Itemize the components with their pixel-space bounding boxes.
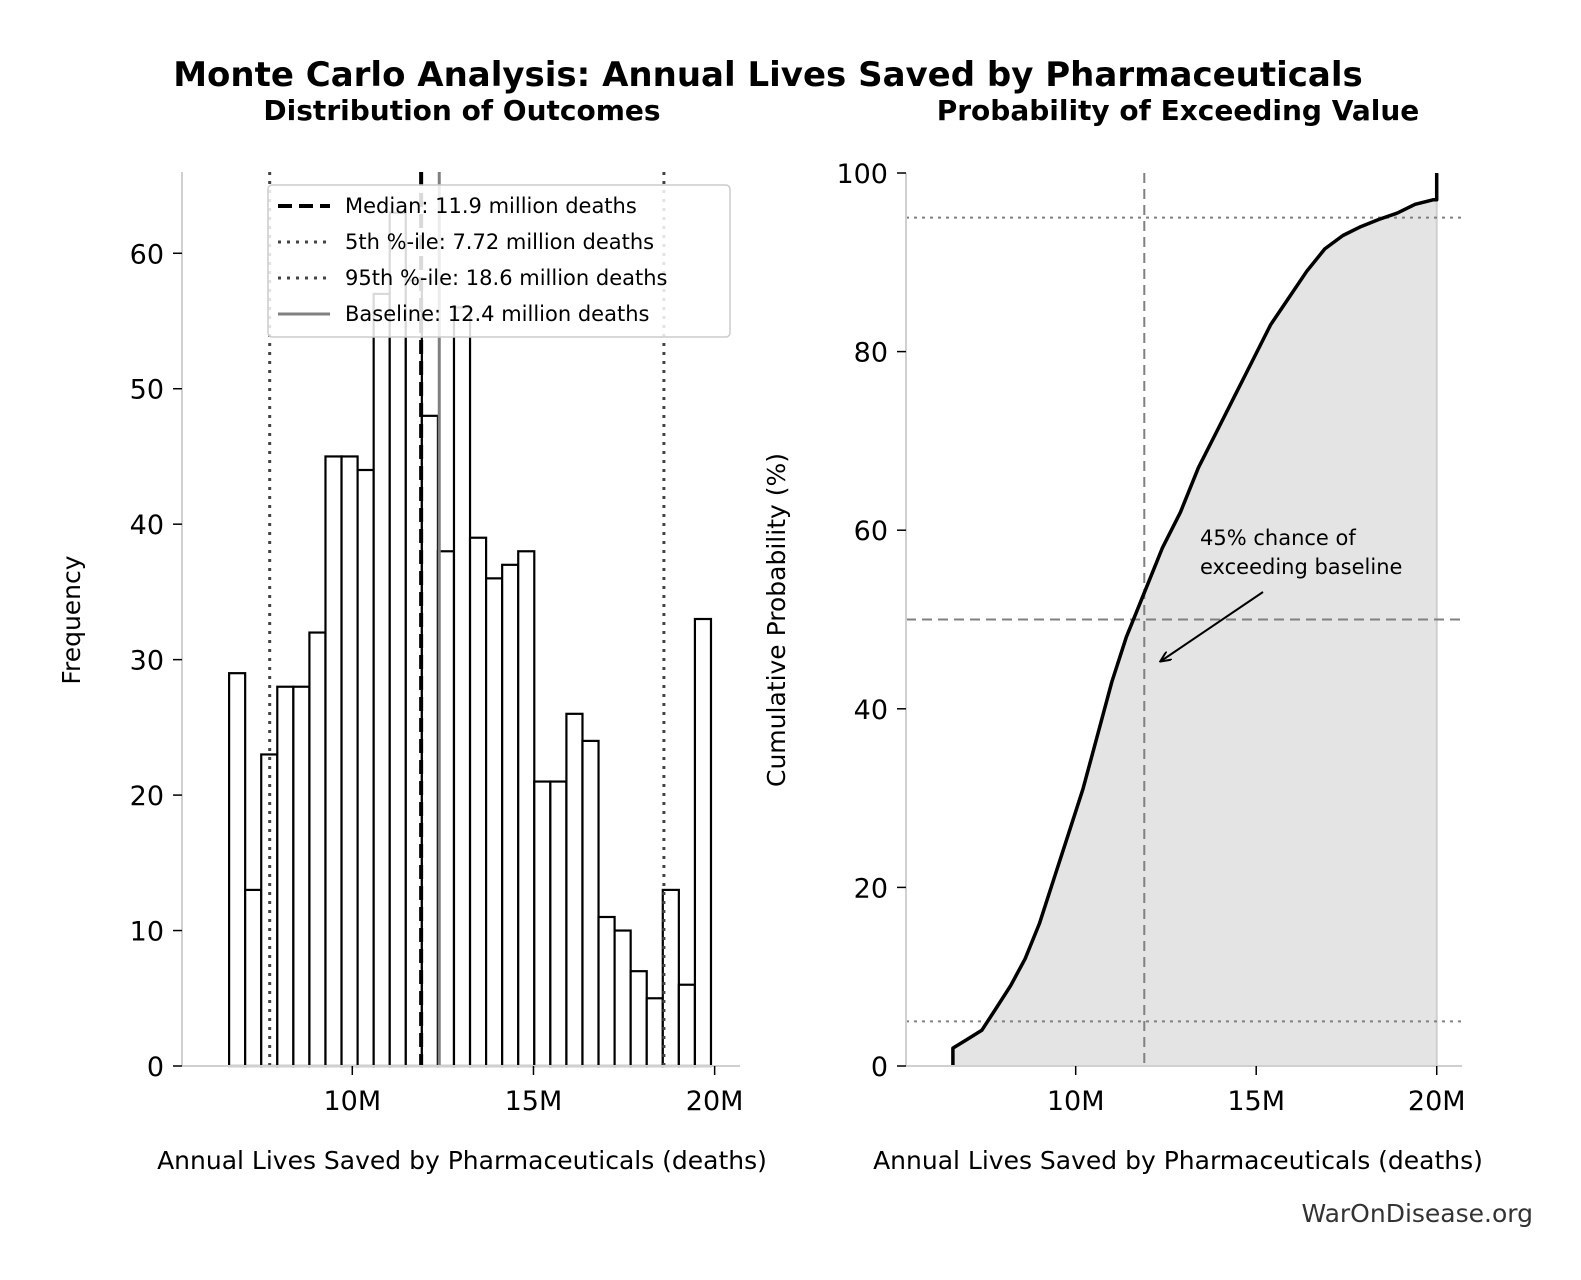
histogram-bar	[677, 983, 697, 1068]
annotation-line-2: exceeding baseline	[1200, 555, 1402, 579]
exceedance-y-tick-label: 60	[854, 516, 888, 547]
histogram-bar	[324, 455, 343, 1068]
histogram-bar	[228, 672, 247, 1068]
histogram-bar	[244, 888, 263, 1068]
histogram-bar	[613, 929, 632, 1068]
figure-title: Monte Carlo Analysis: Annual Lives Saved…	[173, 55, 1363, 95]
exceedance-y-tick-label: 0	[871, 1052, 888, 1083]
histogram-x-axis-label: Annual Lives Saved by Pharmaceuticals (d…	[157, 1146, 767, 1175]
histogram-bar	[452, 306, 472, 1068]
histogram-title: Distribution of Outcomes	[263, 94, 660, 127]
histogram-bar	[581, 739, 600, 1068]
histogram-bars	[228, 211, 713, 1068]
histogram-bar	[501, 563, 520, 1068]
histogram-panel: Distribution of Outcomes 0 10 20 30 40 50 60 10…	[57, 94, 767, 1175]
legend-p95-label: 95th %-ile: 18.6 million deaths	[345, 266, 667, 290]
legend-baseline-label: Baseline: 12.4 million deaths	[345, 302, 649, 326]
exceedance-y-tick-label: 40	[854, 695, 888, 726]
histogram-bar	[645, 997, 664, 1068]
annotation-arrow	[1161, 591, 1264, 661]
source-credit: WarOnDisease.org	[1301, 1199, 1533, 1228]
exceedance-axes: 0 20 40 60 80 100 10M 15M 20M	[836, 159, 1465, 1117]
histogram-y-axis-label: Frequency	[57, 555, 86, 684]
histogram-bar	[276, 685, 295, 1068]
histogram-y-tick-label: 0	[147, 1052, 164, 1083]
histogram-bar	[693, 617, 713, 1068]
histogram-bar	[533, 780, 552, 1068]
histogram-bar	[517, 550, 536, 1068]
exceedance-y-tick-label: 100	[836, 159, 888, 190]
histogram-bar	[356, 468, 375, 1068]
histogram-bar	[340, 455, 359, 1068]
histogram-y-tick-label: 60	[130, 239, 164, 270]
exceedance-y-tick-label: 20	[854, 873, 888, 904]
exceedance-y-axis-label: Cumulative Probability (%)	[762, 453, 791, 787]
histogram-axes: 0 10 20 30 40 50 60 10M 15M 20M	[130, 172, 744, 1117]
histogram-bar	[597, 915, 616, 1068]
histogram-y-tick-label: 10	[130, 917, 164, 948]
histogram-y-tick-label: 20	[130, 781, 164, 812]
histogram-bar	[468, 536, 488, 1068]
histogram-bar	[292, 685, 311, 1068]
histogram-legend: Median: 11.9 million deaths 5th %-ile: 7…	[267, 184, 731, 338]
exceedance-panel: Probability of Exceeding Value 0 20 40 60 80…	[762, 94, 1483, 1175]
exceedance-line	[951, 173, 1439, 1066]
histogram-bar	[549, 780, 568, 1068]
annotation-line-1: 45% chance of	[1200, 526, 1356, 550]
histogram-bar	[308, 631, 327, 1068]
histogram-bar	[661, 888, 680, 1068]
histogram-bar	[404, 279, 423, 1068]
exceedance-x-tick-label: 15M	[1227, 1086, 1285, 1117]
histogram-bar	[372, 292, 391, 1068]
histogram-bar	[420, 414, 440, 1068]
histogram-bar	[485, 577, 504, 1068]
exceedance-plot	[906, 173, 1462, 1066]
histogram-bar	[629, 970, 648, 1068]
exceedance-x-tick-label: 10M	[1047, 1086, 1105, 1117]
exceedance-x-axis-label: Annual Lives Saved by Pharmaceuticals (d…	[873, 1146, 1483, 1175]
histogram-x-tick-label: 10M	[323, 1086, 381, 1117]
exceedance-x-tick-label: 20M	[1408, 1086, 1466, 1117]
histogram-x-tick-label: 20M	[686, 1086, 744, 1117]
histogram-x-tick-label: 15M	[505, 1086, 563, 1117]
histogram-y-tick-label: 30	[130, 646, 164, 677]
exceedance-y-tick-label: 80	[854, 338, 888, 369]
legend-frame	[267, 184, 731, 338]
histogram-y-tick-label: 40	[130, 510, 164, 541]
exceedance-title: Probability of Exceeding Value	[937, 94, 1420, 127]
histogram-bar	[565, 712, 584, 1068]
legend-p5-label: 5th %-ile: 7.72 million deaths	[345, 230, 654, 254]
histogram-bar	[388, 211, 407, 1068]
histogram-y-tick-label: 50	[130, 375, 164, 406]
legend-median-label: Median: 11.9 million deaths	[345, 194, 637, 218]
